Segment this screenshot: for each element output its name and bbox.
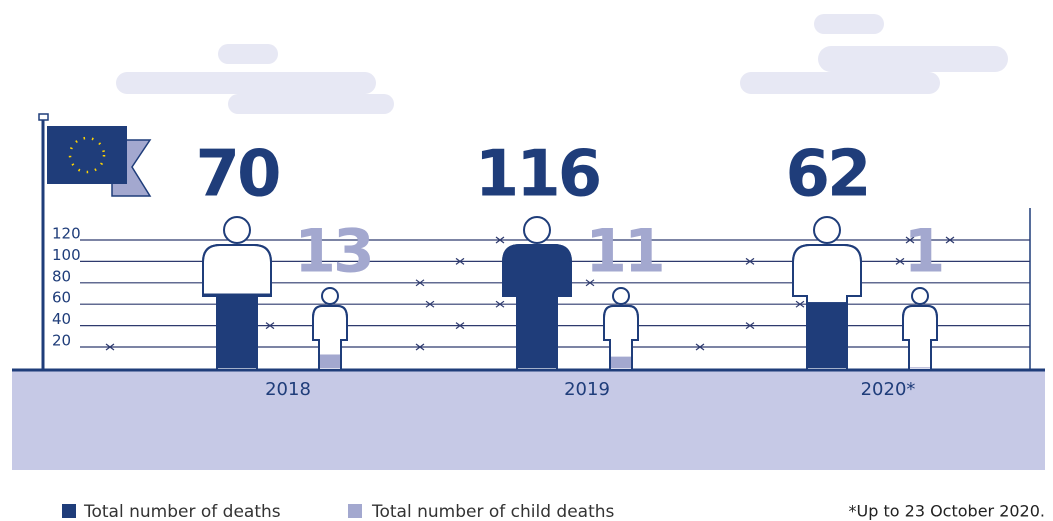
legend-swatch [62, 504, 76, 518]
x-tick-label: 2019 [564, 379, 610, 400]
figure-fill [787, 302, 867, 368]
y-tick-label: 60 [52, 289, 71, 307]
y-tick-label: 40 [52, 310, 71, 328]
legend-swatch [348, 504, 362, 518]
y-tick-label: 100 [52, 246, 81, 264]
figure-fill [880, 367, 960, 368]
value-label: 13 [294, 217, 372, 287]
figure-fill [581, 357, 661, 369]
figure-head [912, 288, 928, 304]
value-label: 1 [904, 217, 943, 287]
legend: Total number of deaths Total number of c… [62, 502, 615, 521]
value-label: 62 [785, 138, 868, 212]
figure-head [524, 217, 550, 243]
footnote: *Up to 23 October 2020. [849, 502, 1045, 521]
legend-label: Total number of deaths [83, 502, 281, 521]
x-tick-label: 2020* [861, 379, 916, 400]
y-tick-label: 80 [52, 267, 71, 285]
y-tick-label: 120 [52, 225, 81, 243]
x-tick-label: 2018 [265, 379, 311, 400]
figure-fill [290, 354, 370, 368]
value-label: 11 [585, 217, 663, 287]
y-tick-label: 20 [52, 332, 71, 350]
value-label: 116 [475, 138, 600, 212]
figure-head [814, 217, 840, 243]
figure-head [224, 217, 250, 243]
clouds [116, 14, 1008, 114]
figure-fill [497, 244, 577, 368]
legend-label: Total number of child deaths [371, 502, 615, 521]
value-label: 70 [195, 138, 279, 212]
chart: 20 40 60 80 100 120 2018 7013 2019 11611 2020* 62 1… [0, 0, 1053, 521]
figure-head [613, 288, 629, 304]
figure-head [322, 288, 338, 304]
